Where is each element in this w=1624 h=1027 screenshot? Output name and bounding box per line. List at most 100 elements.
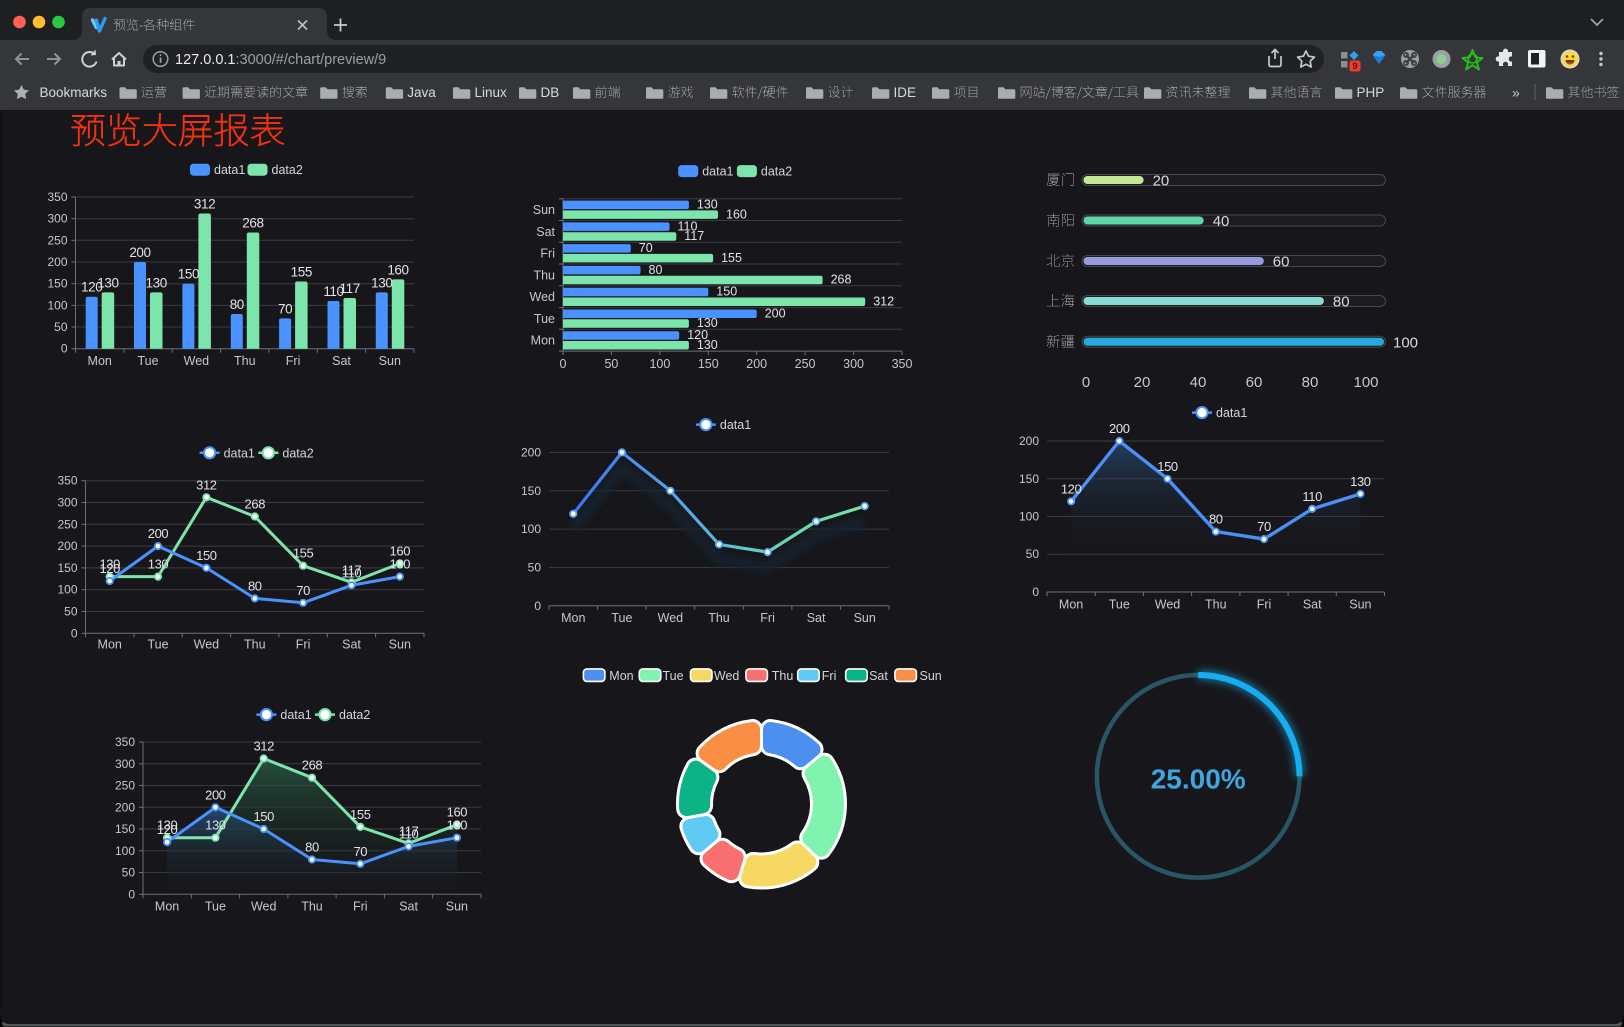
svg-text:200: 200 — [521, 445, 541, 459]
svg-text:Sun: Sun — [379, 354, 401, 368]
svg-text:160: 160 — [726, 207, 747, 221]
svg-text:Wed: Wed — [184, 354, 210, 368]
svg-text:155: 155 — [721, 251, 742, 265]
svg-text:268: 268 — [245, 497, 266, 512]
svg-text:Sat: Sat — [332, 354, 351, 368]
svg-text:160: 160 — [390, 544, 411, 559]
svg-text:50: 50 — [528, 560, 542, 574]
svg-text:0: 0 — [71, 626, 78, 640]
svg-text:60: 60 — [1273, 254, 1290, 271]
svg-text:Bookmarks: Bookmarks — [40, 85, 108, 100]
svg-text:Wed: Wed — [194, 638, 220, 652]
svg-text:0: 0 — [61, 342, 68, 356]
svg-text:150: 150 — [521, 484, 541, 498]
svg-text:150: 150 — [57, 561, 77, 575]
svg-text:data2: data2 — [282, 446, 313, 460]
svg-text:Thu: Thu — [234, 354, 256, 368]
svg-text:150: 150 — [47, 277, 67, 291]
svg-text:120: 120 — [99, 561, 120, 576]
svg-text:110: 110 — [399, 826, 419, 841]
svg-text:data2: data2 — [339, 708, 370, 722]
svg-text:250: 250 — [57, 517, 77, 531]
svg-text:268: 268 — [302, 758, 323, 773]
svg-text:155: 155 — [293, 546, 314, 561]
svg-text:data1: data1 — [720, 418, 751, 432]
svg-text:150: 150 — [196, 548, 217, 563]
svg-text:200: 200 — [765, 306, 786, 320]
svg-text:70: 70 — [639, 241, 653, 255]
svg-text:Tue: Tue — [205, 900, 226, 914]
svg-text:130: 130 — [697, 198, 718, 212]
svg-text:350: 350 — [892, 357, 913, 371]
svg-text:data1: data1 — [280, 708, 311, 722]
svg-text:100: 100 — [47, 298, 67, 312]
svg-text:Thu: Thu — [244, 638, 266, 652]
svg-text:Sat: Sat — [1303, 598, 1322, 612]
svg-text:130: 130 — [97, 275, 118, 290]
svg-text:100: 100 — [1393, 334, 1418, 351]
svg-text:110: 110 — [323, 284, 343, 299]
svg-text:50: 50 — [54, 320, 68, 334]
svg-text:100: 100 — [1353, 374, 1378, 391]
svg-text:250: 250 — [47, 233, 67, 247]
svg-text:Mon: Mon — [98, 638, 122, 652]
svg-text:Wed: Wed — [714, 669, 740, 683]
svg-text:Tue: Tue — [147, 638, 168, 652]
svg-text:155: 155 — [350, 807, 371, 822]
svg-text:117: 117 — [340, 281, 360, 296]
svg-text:Thu: Thu — [708, 611, 730, 625]
svg-text:200: 200 — [115, 800, 135, 814]
svg-text:9: 9 — [1352, 61, 1357, 72]
svg-text:DB: DB — [541, 85, 560, 100]
svg-text:160: 160 — [387, 262, 408, 277]
svg-text:350: 350 — [47, 190, 67, 204]
svg-text:0: 0 — [128, 887, 135, 901]
svg-text:250: 250 — [795, 357, 816, 371]
svg-text:20: 20 — [1153, 173, 1170, 190]
svg-text:110: 110 — [678, 219, 698, 233]
svg-text:155: 155 — [291, 265, 312, 280]
svg-text:80: 80 — [248, 578, 262, 593]
svg-text:data2: data2 — [272, 163, 303, 177]
svg-text:130: 130 — [148, 557, 169, 572]
svg-text:data1: data1 — [214, 163, 245, 177]
svg-text:200: 200 — [148, 526, 169, 541]
svg-text:Thu: Thu — [1205, 598, 1227, 612]
svg-text:25.00%: 25.00% — [1151, 764, 1246, 795]
svg-text:200: 200 — [1019, 434, 1039, 448]
svg-text:80: 80 — [1302, 374, 1319, 391]
svg-text:Mon: Mon — [155, 900, 179, 914]
svg-text:268: 268 — [242, 216, 263, 231]
svg-text:200: 200 — [1109, 421, 1130, 436]
svg-text:120: 120 — [687, 328, 708, 342]
svg-text:Fri: Fri — [822, 669, 837, 683]
svg-text:70: 70 — [353, 844, 367, 859]
svg-text:80: 80 — [1333, 294, 1350, 311]
svg-text:Mon: Mon — [531, 334, 555, 348]
svg-text:350: 350 — [57, 474, 77, 488]
svg-text:Sun: Sun — [1349, 598, 1371, 612]
svg-text:Thu: Thu — [772, 669, 794, 683]
svg-text:Thu: Thu — [301, 900, 323, 914]
svg-text:80: 80 — [305, 840, 319, 855]
svg-text:130: 130 — [390, 557, 411, 572]
svg-text:80: 80 — [230, 297, 244, 312]
svg-text:Fri: Fri — [1257, 598, 1272, 612]
svg-text:250: 250 — [115, 779, 135, 793]
svg-text:Thu: Thu — [533, 268, 555, 282]
svg-text:70: 70 — [278, 301, 292, 316]
svg-text:150: 150 — [178, 267, 199, 282]
svg-text:Mon: Mon — [561, 611, 585, 625]
svg-text:Wed: Wed — [658, 611, 684, 625]
svg-text:Fri: Fri — [353, 900, 368, 914]
svg-text:130: 130 — [157, 818, 178, 833]
svg-text:0: 0 — [1032, 585, 1039, 599]
svg-text:Sat: Sat — [342, 638, 361, 652]
svg-text:Sun: Sun — [389, 638, 411, 652]
svg-text:312: 312 — [253, 739, 274, 754]
svg-text:300: 300 — [843, 357, 864, 371]
svg-text:Mon: Mon — [1059, 598, 1083, 612]
svg-text:0: 0 — [1082, 374, 1090, 391]
svg-text:70: 70 — [296, 583, 310, 598]
svg-text:70: 70 — [1257, 519, 1271, 534]
